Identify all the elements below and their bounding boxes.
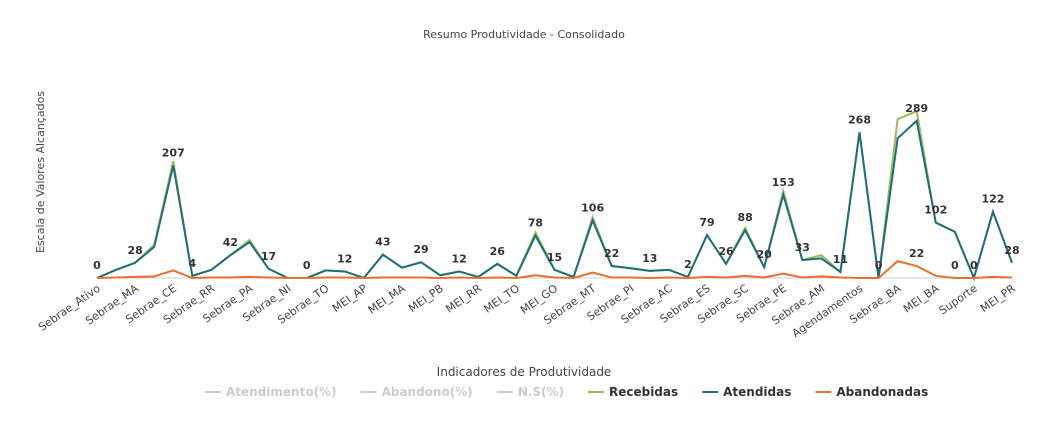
- data-label: 29: [413, 243, 428, 256]
- data-label: 28: [127, 244, 142, 257]
- legend-label: Atendidas: [723, 385, 791, 399]
- legend-label: Atendimento(%): [226, 385, 337, 399]
- x-axis-label: Indicadores de Produtividade: [437, 365, 612, 379]
- data-label: 13: [642, 252, 657, 265]
- data-label: 28: [1004, 244, 1019, 257]
- x-tick-label: Sebrae_Ativo: [36, 282, 103, 334]
- data-label: 2: [684, 258, 692, 271]
- data-label: 0: [303, 259, 311, 272]
- data-label: 78: [528, 217, 543, 230]
- data-label: 22: [909, 247, 924, 260]
- data-label: 79: [699, 216, 714, 229]
- data-label: 122: [981, 193, 1004, 206]
- data-label: 289: [905, 102, 928, 115]
- x-tick-label: MEI_AP: [330, 282, 370, 315]
- data-label: 42: [223, 236, 238, 249]
- data-label: 43: [375, 236, 390, 249]
- data-label: 88: [737, 211, 752, 224]
- data-label: 153: [772, 176, 795, 189]
- x-tick-label: MEI_PB: [406, 282, 446, 315]
- y-axis-label: Escala de Valores Alcançados: [34, 91, 47, 253]
- data-label: 26: [718, 245, 734, 258]
- data-label: 0: [875, 259, 883, 272]
- x-tick-label: Suporte: [937, 282, 980, 318]
- data-label: 12: [452, 252, 467, 265]
- data-label: 15: [547, 251, 562, 264]
- data-label: 33: [795, 241, 810, 254]
- data-label: 102: [924, 204, 947, 217]
- data-label: 4: [188, 257, 196, 270]
- data-label: 207: [162, 146, 185, 159]
- data-label: 0: [93, 259, 101, 272]
- x-tick-label: MEI_TO: [481, 282, 522, 316]
- data-label: 11: [833, 253, 848, 266]
- data-label: 17: [261, 250, 276, 263]
- legend-label: N.S(%): [518, 385, 564, 399]
- data-label: 0: [951, 259, 959, 272]
- chart-title: Resumo Produtividade - Consolidado: [423, 28, 625, 41]
- data-label: 22: [604, 247, 619, 260]
- data-label: 0: [970, 259, 978, 272]
- x-tick-label: MEI_RR: [443, 282, 484, 316]
- series-line: [96, 118, 1013, 282]
- legend-label: Abandonadas: [836, 385, 928, 399]
- series-line: [96, 260, 1013, 280]
- data-label: 20: [757, 248, 773, 261]
- data-label: 106: [581, 201, 604, 214]
- legend-label: Recebidas: [609, 385, 678, 399]
- data-label: 268: [848, 113, 871, 126]
- data-label: 12: [337, 252, 352, 265]
- legend-label: Abandono(%): [382, 385, 473, 399]
- x-tick-label: MEI_MA: [366, 282, 408, 317]
- data-label: 26: [490, 245, 506, 258]
- x-tick-label: MEI_BA: [901, 282, 942, 316]
- x-tick-label: MEI_PR: [978, 282, 1018, 315]
